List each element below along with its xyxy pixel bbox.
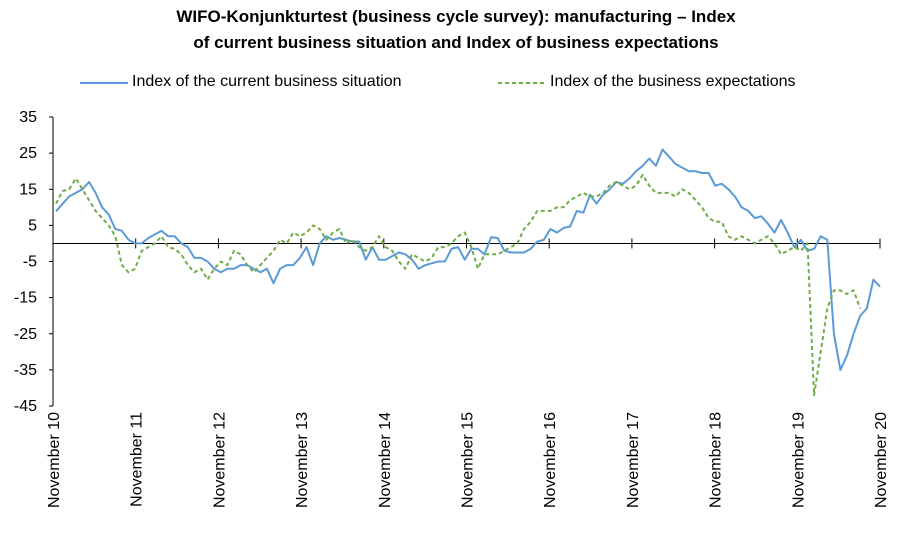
x-tick-label: November 20 xyxy=(873,412,890,508)
y-tick-label: 35 xyxy=(19,109,37,126)
y-tick-label: 15 xyxy=(19,181,37,198)
x-tick-label: November 12 xyxy=(211,412,228,508)
chart-title: WIFO-Konjunkturtest (business cycle surv… xyxy=(0,4,912,56)
series-line-expectations xyxy=(55,173,862,397)
y-tick-label: -35 xyxy=(14,362,37,379)
x-tick-label: November 19 xyxy=(790,412,807,508)
x-tick-label: November 14 xyxy=(377,412,394,508)
x-tick-label: November 13 xyxy=(294,412,311,508)
series-line-current-situation xyxy=(55,148,881,371)
y-tick-label: 25 xyxy=(19,145,37,162)
legend-swatch-expectations xyxy=(498,82,546,84)
x-tick-label: November 16 xyxy=(542,412,559,508)
legend-swatch-current-situation xyxy=(80,82,128,84)
chart-title-line-2: of current business situation and Index … xyxy=(193,33,719,52)
legend-label-current-situation: Index of the current business situation xyxy=(132,73,402,90)
x-tick-label: November 10 xyxy=(46,412,63,508)
y-tick-label: -5 xyxy=(23,254,37,271)
legend-label-expectations: Index of the business expectations xyxy=(550,73,796,90)
y-tick-label: -45 xyxy=(14,398,37,415)
y-tick-label: -15 xyxy=(14,290,37,307)
x-tick-label: November 18 xyxy=(708,412,725,508)
x-tick-label: November 15 xyxy=(460,412,477,508)
x-tick-label: November 11 xyxy=(129,412,146,507)
y-tick-label: -25 xyxy=(14,326,37,343)
y-tick-label: 5 xyxy=(28,217,37,234)
chart-title-line-1: WIFO-Konjunkturtest (business cycle surv… xyxy=(176,7,736,26)
x-tick-label: November 17 xyxy=(625,412,642,508)
